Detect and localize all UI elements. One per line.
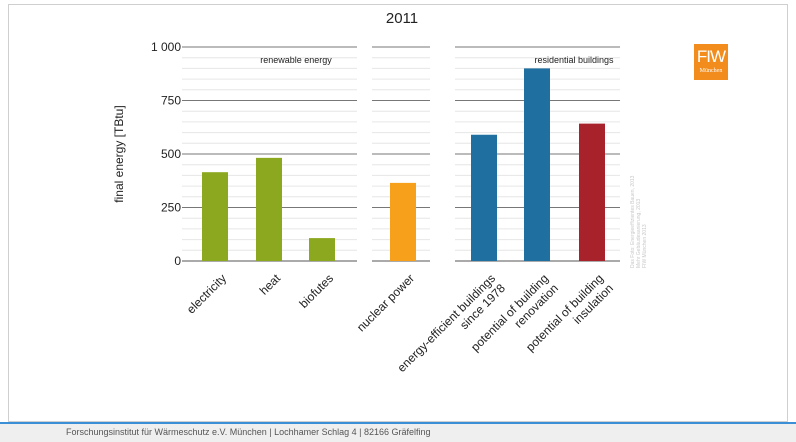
category-label: biofutes [297, 271, 337, 311]
logo-subtitle: München [699, 68, 723, 74]
category-label: electricity [184, 271, 229, 316]
category-label: heat [257, 271, 284, 298]
category-label-line: biofutes [297, 271, 337, 311]
bar [202, 172, 228, 261]
group-label: residential buildings [534, 55, 614, 65]
bar [390, 182, 416, 261]
bar [309, 238, 335, 261]
y-tick-label: 0 [174, 254, 181, 268]
category-label-line: electricity [184, 271, 229, 316]
footer-accent-rule [0, 422, 796, 424]
logo-wordmark: FIW [696, 47, 726, 66]
y-tick-label: 1 000 [151, 40, 181, 54]
watermark-line: FIW München 2013 [642, 224, 648, 268]
y-tick-label: 750 [161, 94, 181, 108]
category-label-line: heat [257, 271, 284, 298]
footer-bar: Forschungsinstitut für Wärmeschutz e.V. … [0, 424, 796, 442]
image-credit-watermark: Das Foto: Energieeffizientes Bauen, 2013… [630, 176, 648, 268]
bar [471, 134, 497, 261]
footer-address: Forschungsinstitut für Wärmeschutz e.V. … [66, 427, 431, 437]
y-axis-label: final energy [TBtu] [112, 105, 126, 202]
group-label: renewable energy [260, 55, 332, 65]
bar [256, 157, 282, 261]
bar [579, 123, 605, 261]
category-label-line: nuclear power [354, 271, 417, 334]
chart-title: 2011 [386, 10, 418, 27]
fiw-logo: FIW München [694, 44, 728, 80]
category-label: nuclear power [354, 271, 417, 334]
y-tick-label: 250 [161, 201, 181, 215]
y-tick-label: 500 [161, 147, 181, 161]
bar [524, 68, 550, 262]
